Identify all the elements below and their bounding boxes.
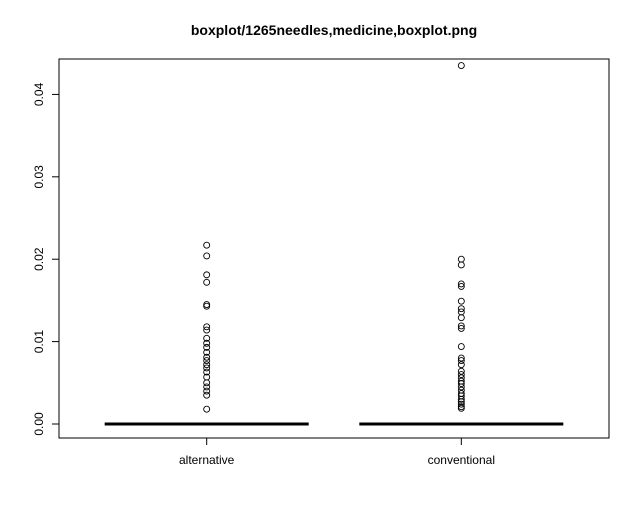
outlier-point bbox=[457, 297, 465, 305]
outlier-point bbox=[203, 387, 211, 395]
outlier-point bbox=[203, 353, 211, 361]
outlier-point bbox=[203, 364, 211, 372]
outlier-point bbox=[203, 357, 211, 365]
outlier-point bbox=[203, 391, 211, 399]
x-tick-label: conventional bbox=[428, 453, 495, 467]
boxes-group bbox=[104, 62, 564, 426]
x-axis: alternative conventional bbox=[179, 437, 495, 467]
outlier-point bbox=[203, 301, 211, 308]
outlier-point bbox=[457, 377, 465, 385]
outlier-point bbox=[457, 386, 465, 394]
outlier-point bbox=[203, 348, 211, 356]
outlier-point bbox=[203, 339, 211, 347]
plot-frame bbox=[58, 58, 610, 439]
outlier-point bbox=[203, 343, 211, 351]
outlier-point bbox=[457, 324, 465, 332]
outlier-point bbox=[457, 308, 465, 316]
outlier-point bbox=[457, 354, 465, 362]
outlier-point bbox=[457, 361, 465, 369]
y-tick-label: 0.04 bbox=[32, 82, 46, 106]
outlier-point bbox=[457, 371, 465, 379]
outlier-point bbox=[203, 271, 211, 279]
outlier-point bbox=[457, 390, 465, 397]
outlier-point bbox=[203, 326, 211, 334]
outlier-point bbox=[457, 282, 465, 290]
outlier-point bbox=[203, 278, 211, 286]
outlier-point bbox=[203, 373, 211, 381]
outlier-point bbox=[203, 405, 211, 413]
outlier-point bbox=[457, 305, 465, 313]
outlier-point bbox=[457, 357, 465, 365]
outlier-point bbox=[457, 343, 465, 350]
outlier-point bbox=[457, 280, 465, 288]
outlier-point bbox=[203, 334, 211, 342]
outlier-point bbox=[203, 361, 211, 369]
outlier-point bbox=[203, 368, 211, 376]
outlier-point bbox=[457, 400, 465, 408]
outlier-point bbox=[203, 323, 211, 331]
outlier-point bbox=[457, 261, 465, 269]
outlier-point bbox=[457, 62, 465, 70]
outlier-point bbox=[203, 379, 211, 387]
box-conventional bbox=[359, 62, 564, 426]
y-tick-label: 0.00 bbox=[32, 412, 46, 436]
x-tick-label: alternative bbox=[179, 453, 235, 467]
outlier-point bbox=[457, 374, 465, 382]
outlier-point bbox=[457, 255, 465, 263]
outlier-point bbox=[457, 322, 465, 330]
outlier-point bbox=[203, 383, 211, 391]
outlier-point bbox=[457, 314, 465, 322]
y-axis: 0.00 0.01 0.02 0.03 0.04 bbox=[32, 82, 60, 436]
outlier-point bbox=[203, 252, 211, 260]
box-alternative bbox=[104, 241, 309, 426]
y-tick-label: 0.02 bbox=[32, 247, 46, 271]
outlier-point bbox=[457, 367, 465, 375]
y-tick-label: 0.03 bbox=[32, 165, 46, 189]
outlier-point bbox=[457, 403, 465, 411]
outlier-point bbox=[203, 241, 211, 249]
chart-title: boxplot/1265needles,medicine,boxplot.png bbox=[191, 22, 477, 38]
y-tick-label: 0.01 bbox=[32, 330, 46, 354]
